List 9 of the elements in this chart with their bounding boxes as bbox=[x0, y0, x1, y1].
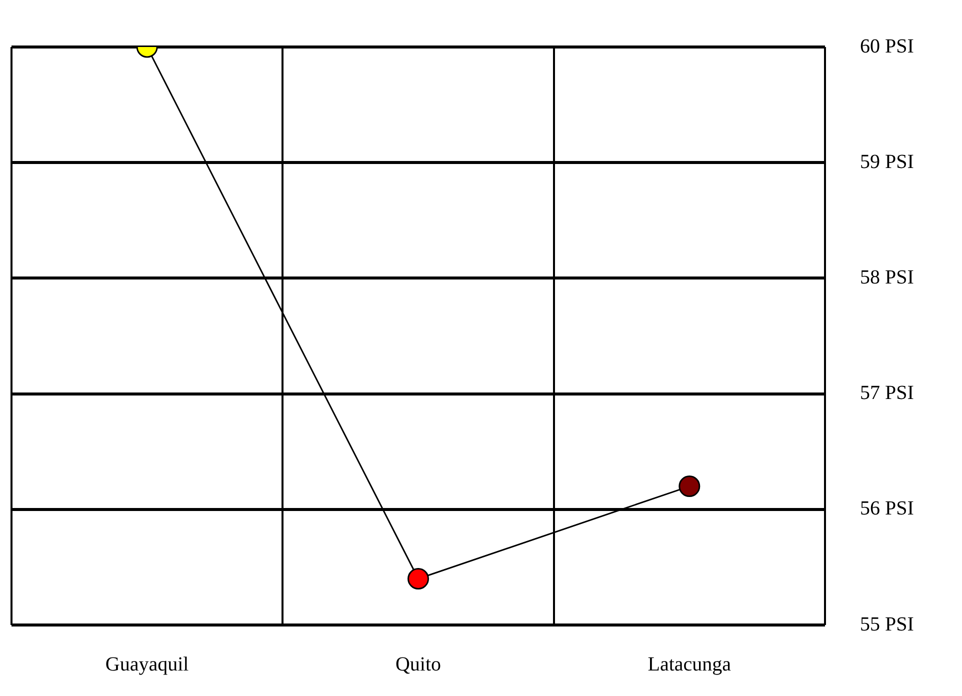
y-tick-label: 55 PSI bbox=[860, 613, 914, 636]
y-tick-label: 60 PSI bbox=[860, 35, 914, 58]
y-tick-label: 57 PSI bbox=[860, 382, 914, 404]
y-tick-label: 59 PSI bbox=[860, 150, 914, 173]
x-tick-label: Quito bbox=[395, 653, 442, 676]
x-tick-label: Guayaquil bbox=[105, 653, 190, 676]
x-tick-label: Latacunga bbox=[648, 653, 732, 676]
y-tick-label: 56 PSI bbox=[860, 498, 914, 520]
y-tick-label: 58 PSI bbox=[860, 266, 914, 288]
